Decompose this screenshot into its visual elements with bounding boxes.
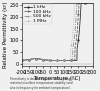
1 kHz	[25, 60, 26, 61]
Line: 100 kHz: 100 kHz	[21, 2, 93, 61]
1 kHz	[77, 46, 78, 47]
100 kHz	[74, 60, 75, 61]
100 kHz	[56, 60, 57, 61]
100 kHz	[90, 2, 91, 3]
1 MHz	[54, 60, 55, 61]
100 kHz	[25, 60, 26, 61]
1 MHz	[74, 2, 75, 3]
1 MHz	[77, 2, 78, 3]
500 kHz	[25, 60, 26, 61]
Line: 1 kHz: 1 kHz	[21, 2, 93, 61]
1 MHz	[56, 60, 57, 61]
1 kHz	[90, 2, 91, 3]
1 kHz	[92, 2, 93, 3]
500 kHz	[21, 60, 22, 61]
1 MHz	[25, 60, 26, 61]
100 kHz	[54, 60, 55, 61]
500 kHz	[90, 2, 91, 3]
500 kHz	[76, 2, 77, 3]
1 kHz	[80, 2, 82, 3]
100 kHz	[77, 27, 78, 28]
500 kHz	[77, 2, 78, 3]
1 MHz	[21, 60, 22, 61]
Line: 500 kHz: 500 kHz	[21, 2, 93, 61]
Line: 1 MHz: 1 MHz	[21, 2, 93, 61]
100 kHz	[78, 2, 80, 3]
500 kHz	[90, 2, 91, 3]
1 kHz	[76, 60, 78, 61]
1 MHz	[90, 2, 91, 3]
Legend: 1 kHz, 100 kHz, 500 kHz, 1 MHz: 1 kHz, 100 kHz, 500 kHz, 1 MHz	[23, 4, 52, 24]
500 kHz	[72, 60, 73, 61]
500 kHz	[92, 2, 93, 3]
100 kHz	[90, 2, 91, 3]
1 MHz	[92, 2, 93, 3]
Y-axis label: Relative Permittivity (εr): Relative Permittivity (εr)	[3, 1, 8, 68]
100 kHz	[21, 60, 22, 61]
500 kHz	[54, 60, 55, 61]
1 MHz	[70, 60, 71, 61]
1 MHz	[90, 2, 91, 3]
X-axis label: Temperature (°C): Temperature (°C)	[33, 76, 81, 81]
1 kHz	[21, 60, 22, 61]
500 kHz	[56, 60, 57, 61]
Text: Permittivity is observed at x = 7,000, giving this
material excellent temperatur: Permittivity is observed at x = 7,000, g…	[10, 77, 76, 90]
100 kHz	[92, 2, 93, 3]
1 kHz	[90, 2, 91, 3]
1 kHz	[56, 60, 57, 61]
1 kHz	[54, 60, 55, 61]
